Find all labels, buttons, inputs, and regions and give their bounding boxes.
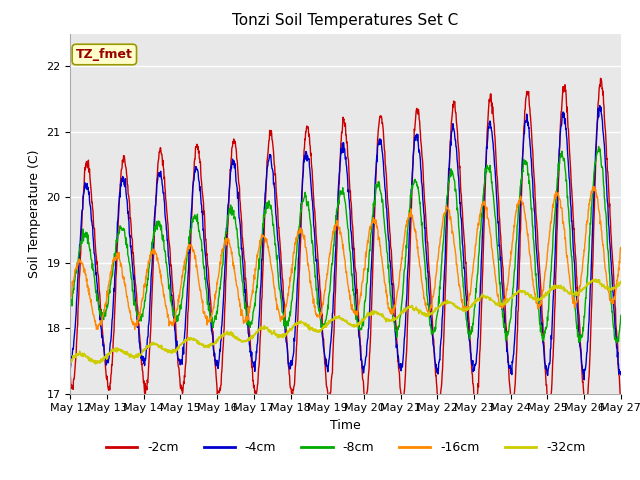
Legend: -2cm, -4cm, -8cm, -16cm, -32cm: -2cm, -4cm, -8cm, -16cm, -32cm [100,436,591,459]
-16cm [251,276,259,282]
-4cm [580,377,588,383]
-16cm [67,296,74,301]
-4cm [189,183,196,189]
-32cm [504,298,511,304]
-16cm [552,189,559,194]
-4cm [250,359,258,365]
-4cm [617,372,625,378]
-8cm [595,144,602,149]
-32cm [67,357,74,363]
-4cm [67,365,74,371]
-16cm [131,327,138,333]
-16cm [590,184,598,190]
-8cm [67,298,74,303]
-8cm [503,333,511,339]
-8cm [552,205,559,211]
-16cm [617,245,625,251]
-32cm [592,276,600,282]
-32cm [617,278,625,284]
-32cm [251,332,259,338]
-8cm [189,219,196,225]
-2cm [250,385,258,391]
-2cm [175,372,183,378]
-4cm [431,358,439,364]
-16cm [189,249,197,255]
-8cm [175,311,183,316]
-2cm [596,75,604,81]
-8cm [612,340,620,346]
-32cm [176,342,184,348]
-16cm [504,283,511,289]
-4cm [552,242,559,248]
-2cm [189,186,196,192]
-2cm [582,408,590,413]
-16cm [176,292,184,298]
Line: -2cm: -2cm [70,78,621,410]
Title: Tonzi Soil Temperatures Set C: Tonzi Soil Temperatures Set C [232,13,459,28]
-8cm [617,312,625,318]
-2cm [552,287,559,292]
-2cm [617,399,625,405]
-8cm [250,304,258,310]
Line: -16cm: -16cm [70,187,621,330]
Line: -4cm: -4cm [70,106,621,380]
-4cm [503,348,511,354]
-4cm [596,103,604,108]
-32cm [431,305,439,311]
-2cm [503,336,511,342]
-8cm [431,328,439,334]
-4cm [175,359,183,364]
Line: -8cm: -8cm [70,146,621,343]
X-axis label: Time: Time [330,419,361,432]
Text: TZ_fmet: TZ_fmet [76,48,132,61]
Line: -32cm: -32cm [70,279,621,364]
-32cm [92,361,99,367]
-2cm [67,373,74,379]
-2cm [431,358,439,363]
-16cm [431,278,439,284]
Y-axis label: Soil Temperature (C): Soil Temperature (C) [28,149,41,278]
-32cm [552,283,559,288]
-32cm [189,336,197,342]
